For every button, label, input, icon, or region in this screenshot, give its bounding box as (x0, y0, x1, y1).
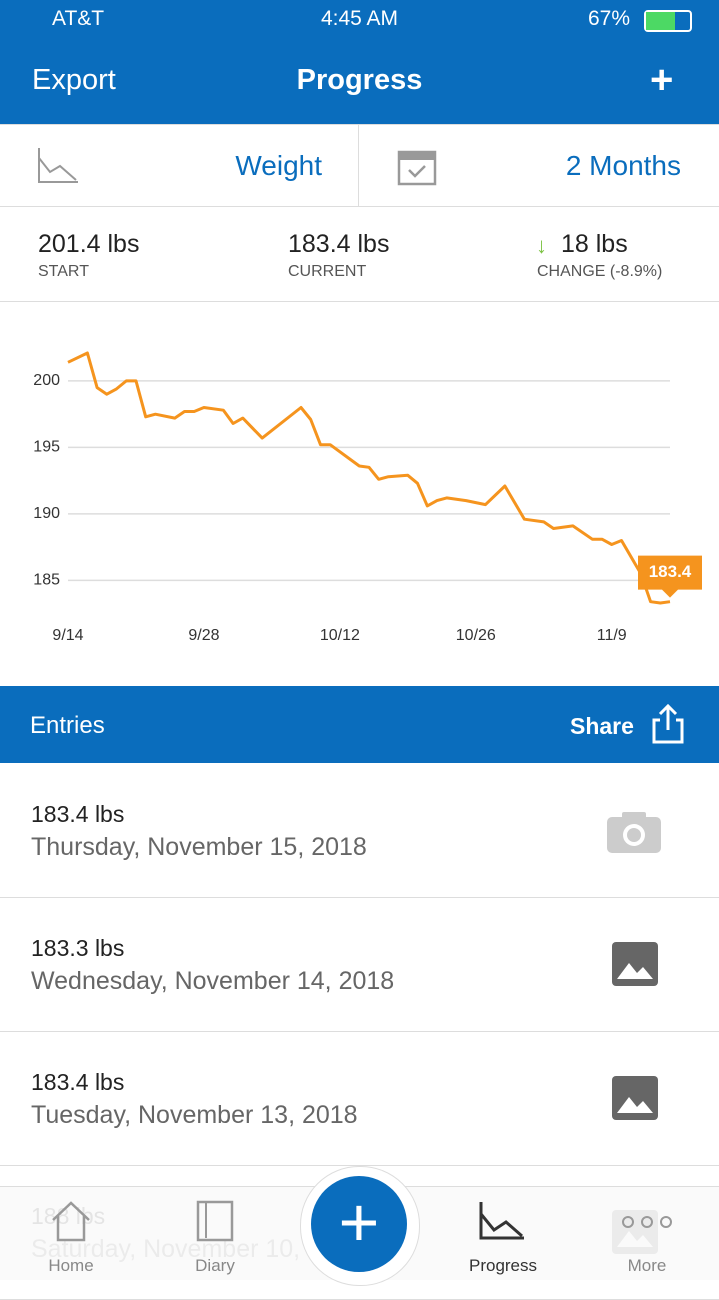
y-tick-label: 200 (33, 372, 60, 389)
current-label: CURRENT (288, 263, 367, 280)
y-tick-label: 185 (33, 572, 60, 589)
entry-date: Wednesday, November 14, 2018 (31, 967, 395, 995)
photo-icon (612, 1076, 658, 1120)
value-callout (638, 555, 702, 598)
separator (0, 301, 719, 302)
battery-icon (644, 10, 692, 32)
current-value: 183.4 lbs (288, 230, 390, 258)
chart: 185 190 195 200 9/14 9/28 10/12 10/26 11/9 183.4 (33, 351, 702, 644)
home-icon (52, 1201, 90, 1242)
separator (0, 124, 719, 125)
entries-bar: Entries Share (0, 686, 719, 763)
x-tick-label: 11/9 (597, 627, 627, 644)
change-label: CHANGE (-8.9%) (537, 263, 663, 280)
entry-weight: 183.4 lbs (31, 801, 125, 827)
diary-icon (196, 1200, 234, 1242)
metric-selector[interactable]: Weight (0, 124, 358, 206)
start-value: 201.4 lbs (38, 230, 140, 258)
x-tick-label: 9/14 (52, 627, 83, 644)
value-callout-label: 183.4 (649, 562, 692, 581)
tab-more[interactable]: More (627, 1256, 667, 1275)
tab-diary[interactable]: Diary (195, 1256, 235, 1275)
entry-date: Tuesday, November 13, 2018 (31, 1101, 358, 1129)
entry-row[interactable]: 183.3 lbs Wednesday, November 14, 2018 (0, 897, 719, 1032)
entry-row[interactable]: 183.4 lbs Thursday, November 15, 2018 (0, 763, 719, 898)
fab-add[interactable]: + (311, 1176, 407, 1272)
start-label: START (38, 263, 89, 280)
x-tick-label: 10/12 (320, 627, 360, 644)
y-tick-label: 190 (33, 505, 60, 522)
add-button[interactable]: + (650, 58, 674, 102)
share-button[interactable]: Share (570, 713, 634, 739)
entry-weight: 183.3 lbs (31, 935, 125, 961)
metric-label: Weight (235, 150, 322, 181)
page-title: Progress (296, 64, 423, 96)
tab-home[interactable]: Home (48, 1256, 94, 1275)
range-selector[interactable]: 2 Months (359, 124, 719, 206)
more-icon (622, 1216, 672, 1228)
entries-title: Entries (30, 712, 105, 739)
share-icon (652, 704, 684, 744)
clock: 4:45 AM (320, 7, 399, 30)
tab-progress[interactable]: Progress (468, 1256, 538, 1275)
chart-icon (38, 148, 78, 183)
entry-weight: 183.4 lbs (31, 1069, 125, 1095)
range-label: 2 Months (565, 150, 681, 181)
entry-row[interactable]: 183.4 lbs Tuesday, November 13, 2018 (0, 1031, 719, 1166)
progress-icon (479, 1202, 524, 1240)
export-button[interactable]: Export (32, 64, 116, 96)
carrier: AT&T (52, 7, 105, 30)
weight-line (67, 351, 671, 605)
calendar-icon (397, 150, 437, 186)
photo-icon (612, 942, 658, 986)
battery-text: 67% (588, 7, 631, 30)
camera-icon (607, 812, 661, 853)
separator (0, 206, 719, 207)
x-tick-label: 9/28 (188, 627, 219, 644)
top-bar: AT&T 4:45 AM 67% Export Progress + (0, 0, 719, 124)
divider (358, 124, 359, 206)
down-arrow: ↓ (536, 233, 547, 258)
entry-date: Thursday, November 15, 2018 (31, 833, 367, 861)
change-value: 18 lbs (561, 230, 628, 258)
x-tick-label: 10/26 (456, 627, 496, 644)
y-tick-label: 195 (33, 439, 60, 456)
